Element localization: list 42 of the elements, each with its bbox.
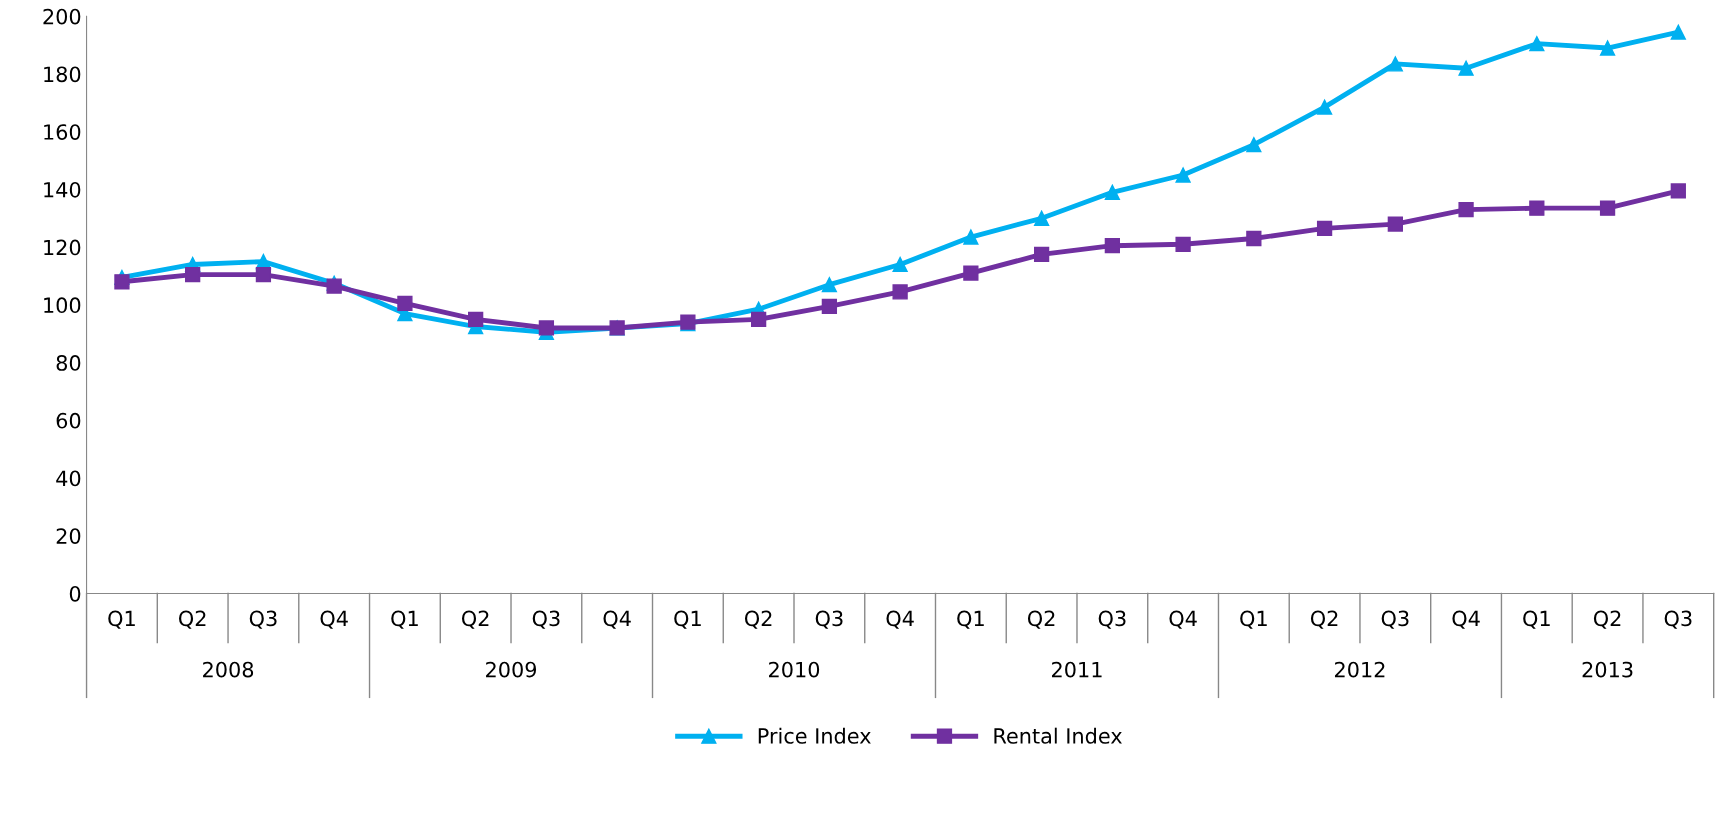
y-tick-label: 60 bbox=[56, 412, 81, 429]
x-tick-label: Q4 bbox=[886, 610, 914, 629]
x-tick-label: Q2 bbox=[1027, 610, 1055, 629]
text: 2010 bbox=[769, 661, 820, 678]
x-tick-label: Q4 bbox=[1169, 610, 1197, 629]
x-tick-label: Q3 bbox=[249, 610, 277, 629]
text: 2011 bbox=[1052, 661, 1102, 678]
y-tick-label: 20 bbox=[56, 528, 81, 544]
y-tick-label: 160 bbox=[44, 124, 81, 140]
x-tick-label: Q2 bbox=[1310, 610, 1338, 629]
x-tick-label: Q4 bbox=[603, 610, 631, 629]
text: 2012 bbox=[1334, 661, 1385, 678]
x-tick-label: Q1 bbox=[391, 610, 418, 629]
x-tick-label: Q3 bbox=[1381, 610, 1409, 629]
text: 2009 bbox=[486, 661, 537, 678]
x-tick-label: Q1 bbox=[1240, 610, 1267, 629]
y-tick-label: 80 bbox=[56, 355, 81, 371]
x-tick-label: Q1 bbox=[108, 610, 135, 629]
x-tick-label: Q4 bbox=[320, 610, 348, 629]
y-tick-label: 0 bbox=[69, 585, 81, 602]
x-tick-label: Q1 bbox=[674, 610, 701, 629]
text: 2013 bbox=[1582, 661, 1633, 678]
x-tick-label: Q2 bbox=[744, 610, 772, 629]
y-tick-label: 120 bbox=[44, 239, 81, 256]
y-tick-label: 200 bbox=[43, 8, 81, 25]
legend-label: Rental Index bbox=[994, 727, 1122, 744]
x-tick-label: Q1 bbox=[957, 610, 984, 629]
y-tick-label: 140 bbox=[44, 181, 81, 198]
x-tick-label: Q3 bbox=[1664, 610, 1692, 629]
x-tick-label: Q3 bbox=[532, 610, 560, 629]
text: 2008 bbox=[203, 661, 254, 678]
x-tick-label: Q2 bbox=[1593, 610, 1621, 629]
x-tick-label: Q3 bbox=[815, 610, 843, 629]
y-tick-label: 40 bbox=[56, 470, 81, 487]
y-tick-label: 100 bbox=[44, 297, 81, 314]
x-tick-label: Q2 bbox=[461, 610, 489, 629]
y-tick-label: 180 bbox=[44, 66, 81, 83]
x-tick-label: Q1 bbox=[1523, 610, 1550, 629]
x-tick-label: Q2 bbox=[179, 610, 206, 629]
legend-label: Price Index bbox=[758, 727, 871, 744]
x-tick-label: Q4 bbox=[1452, 610, 1480, 629]
x-tick-label: Q3 bbox=[1098, 610, 1126, 629]
